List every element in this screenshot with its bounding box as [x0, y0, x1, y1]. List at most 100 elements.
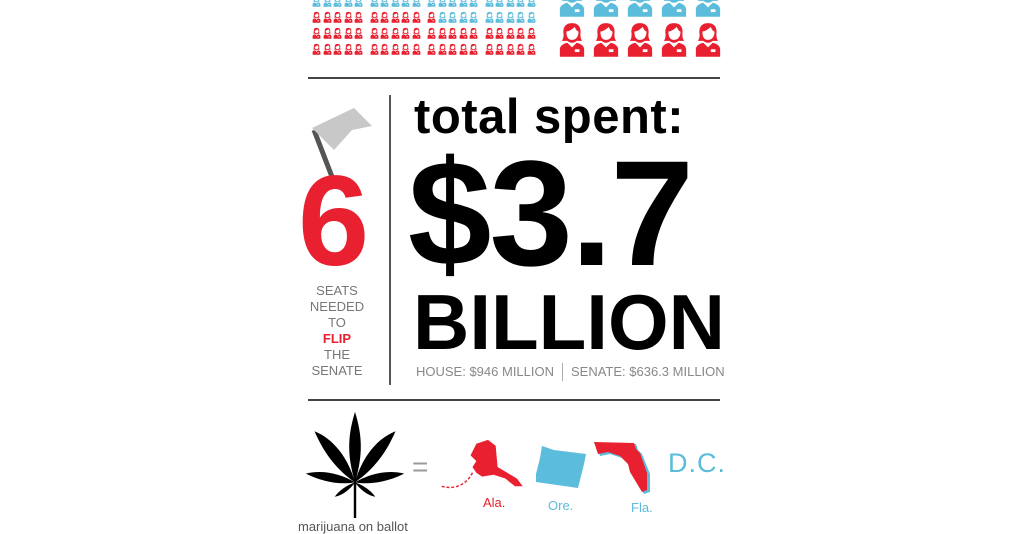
person-icon — [427, 0, 436, 7]
person-icon — [485, 11, 493, 23]
person-icon — [312, 11, 321, 23]
seats-line: THE — [324, 347, 350, 362]
person-icon — [312, 0, 321, 7]
seats-line: NEEDED — [309, 299, 365, 314]
person-group — [312, 0, 365, 10]
seats-line: SENATE — [311, 363, 363, 378]
person-icon — [495, 27, 504, 39]
person-icon — [559, 23, 585, 57]
alaska-map-icon — [441, 439, 523, 489]
seats-line: TO — [328, 315, 346, 330]
person-icon — [695, 23, 721, 57]
total-unit: BILLION — [413, 278, 725, 366]
person-icon — [401, 43, 410, 55]
person-icon — [438, 0, 446, 7]
person-icon — [323, 11, 331, 23]
person-icon — [412, 43, 420, 55]
person-icon — [438, 11, 446, 23]
person-icon — [495, 0, 504, 7]
person-icon — [344, 0, 352, 7]
person-icon — [412, 0, 420, 7]
person-icon — [354, 0, 363, 7]
flag-icon — [311, 108, 372, 183]
person-icon — [448, 0, 457, 7]
state-label-florida: Fla. — [631, 500, 653, 515]
person-icon — [370, 0, 378, 7]
person-icon — [354, 43, 363, 55]
person-icon — [412, 27, 420, 39]
person-icon — [485, 27, 493, 39]
person-group — [312, 10, 365, 26]
person-group — [485, 0, 538, 10]
person-icon — [370, 43, 378, 55]
person-icon — [333, 0, 342, 7]
small-grid-row — [312, 26, 544, 42]
small-grid-row — [312, 42, 544, 58]
person-icon — [391, 11, 399, 23]
divider-bottom — [308, 399, 720, 401]
person-icon — [627, 23, 653, 57]
large-person-grid — [558, 0, 728, 60]
seats-number: 6 — [298, 150, 370, 293]
person-icon — [333, 11, 342, 23]
person-icon — [312, 27, 321, 39]
person-icon — [506, 0, 514, 7]
person-group — [485, 10, 538, 26]
person-icon — [516, 11, 525, 23]
person-icon — [485, 0, 493, 7]
person-icon — [401, 0, 410, 7]
person-group — [312, 26, 365, 42]
person-group — [485, 42, 538, 58]
person-icon — [312, 43, 321, 55]
person-icon — [401, 11, 410, 23]
person-icon — [593, 23, 619, 57]
person-group — [485, 26, 538, 42]
total-amount: $3.7 — [408, 129, 694, 297]
large-grid-row — [558, 20, 728, 60]
person-icon — [370, 27, 378, 39]
person-icon — [469, 43, 478, 55]
person-icon — [559, 0, 585, 17]
person-icon — [469, 0, 478, 7]
person-icon — [516, 43, 525, 55]
person-icon — [344, 11, 352, 23]
person-icon — [527, 43, 535, 55]
person-group — [427, 42, 480, 58]
equals-sign: = — [412, 451, 429, 482]
person-icon — [506, 43, 514, 55]
person-icon — [412, 11, 420, 23]
house-spending: HOUSE: $946 MILLION — [416, 364, 554, 379]
dc-label: D.C. — [668, 448, 726, 478]
person-icon — [438, 27, 446, 39]
person-icon — [427, 43, 436, 55]
person-icon — [380, 11, 389, 23]
person-icon — [354, 27, 363, 39]
state-label-oregon: Ore. — [548, 498, 574, 513]
person-group — [370, 42, 423, 58]
person-icon — [380, 0, 389, 7]
person-icon — [391, 43, 399, 55]
small-grid-row — [312, 0, 544, 10]
state-label-alaska: Ala. — [483, 495, 506, 510]
total-heading: total spent: — [414, 90, 685, 144]
person-icon — [448, 11, 457, 23]
person-icon — [391, 0, 399, 7]
person-icon — [506, 27, 514, 39]
seats-caption: SEATS NEEDED TO FLIP THE SENATE — [305, 283, 369, 379]
person-group — [427, 0, 480, 10]
person-icon — [506, 11, 514, 23]
person-icon — [333, 27, 342, 39]
small-person-grid — [312, 0, 544, 58]
person-icon — [527, 27, 535, 39]
person-icon — [661, 23, 687, 57]
person-icon — [627, 0, 653, 17]
seats-line: SEATS — [316, 283, 358, 298]
small-grid-row — [312, 10, 544, 26]
person-icon — [661, 0, 687, 17]
person-icon — [354, 11, 363, 23]
divider-top — [308, 77, 720, 79]
person-icon — [323, 0, 331, 7]
person-icon — [459, 27, 467, 39]
person-group — [370, 10, 423, 26]
person-icon — [401, 27, 410, 39]
